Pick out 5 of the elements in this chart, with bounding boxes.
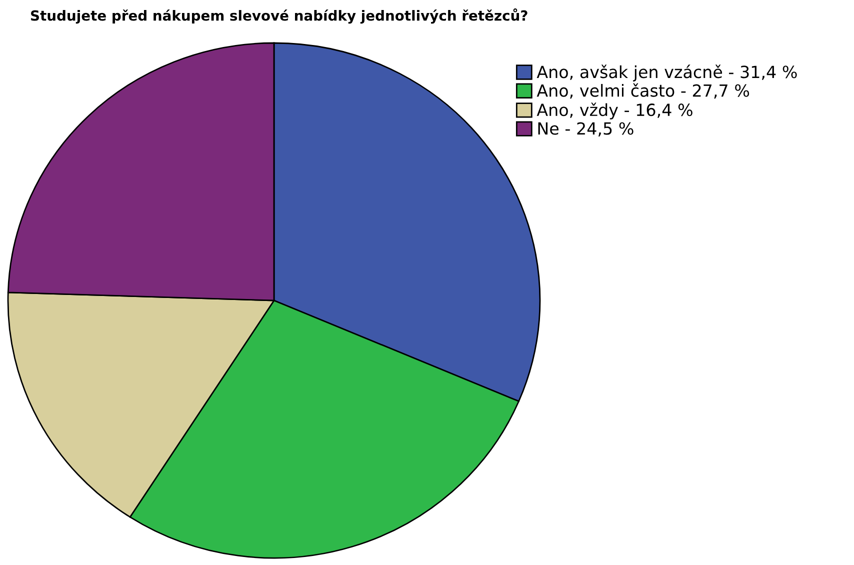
legend-label: Ano, vždy - 16,4 %: [536, 102, 692, 120]
legend-label: Ne - 24,5 %: [538, 122, 634, 136]
legend-label: Ano, avšak jen vzácně - 31,4 %: [536, 64, 797, 82]
chart-title: Studujete před nákupem slevové nabídky jednotlivých řetězců?: [30, 8, 528, 24]
legend-label: Ano, velmi často - 27,7 %: [536, 83, 750, 99]
